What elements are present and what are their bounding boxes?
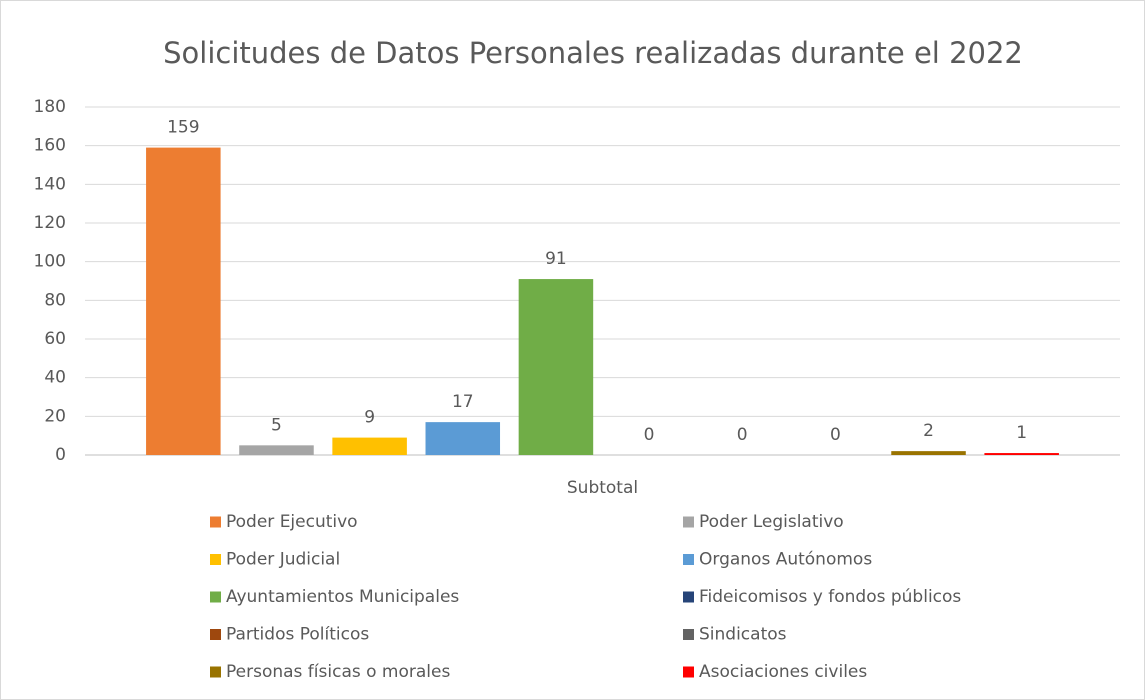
legend-swatch: [210, 554, 221, 565]
bar: [332, 437, 407, 455]
data-label: 9: [364, 408, 375, 428]
x-tick-label: Subtotal: [567, 478, 638, 498]
data-label: 2: [923, 421, 934, 441]
y-tick-label: 180: [34, 97, 66, 117]
bar: [891, 451, 966, 455]
bar: [984, 453, 1059, 455]
y-tick-label: 40: [44, 368, 66, 388]
legend-swatch: [683, 629, 694, 640]
legend-label: Sindicatos: [699, 625, 787, 645]
bar: [518, 279, 594, 455]
data-label: 159: [167, 118, 199, 138]
legend-label: Partidos Políticos: [226, 625, 369, 645]
legend-swatch: [210, 591, 221, 603]
legend-swatch: [683, 554, 694, 565]
data-label: 0: [644, 425, 655, 445]
legend-swatch: [210, 666, 221, 678]
bar: [146, 147, 221, 455]
y-tick-label: 120: [34, 213, 66, 233]
y-tick-label: 100: [34, 252, 66, 272]
chart-title: Solicitudes de Datos Personales realizad…: [163, 36, 1023, 70]
legend-label: Ayuntamientos Municipales: [226, 587, 459, 607]
y-tick-label: 0: [55, 445, 66, 465]
legend-swatch: [683, 516, 694, 528]
data-label: 0: [830, 425, 841, 445]
data-label: 91: [545, 249, 567, 269]
y-tick-label: 60: [44, 329, 66, 349]
legend-label: Poder Judicial: [226, 550, 340, 570]
data-label: 1: [1016, 423, 1027, 443]
legend-label: Poder Ejecutivo: [226, 512, 358, 532]
data-label: 5: [271, 415, 282, 435]
legend-swatch: [683, 591, 694, 603]
bar: [425, 422, 501, 455]
legend-swatch: [683, 666, 694, 678]
legend-label: Organos Autónomos: [699, 550, 872, 570]
y-tick-label: 20: [44, 406, 66, 426]
y-tick-label: 140: [34, 174, 66, 194]
legend-label: Asociaciones civiles: [699, 662, 867, 682]
legend-label: Poder Legislativo: [699, 512, 844, 532]
bar: [239, 445, 314, 455]
data-label: 0: [737, 425, 748, 445]
data-label: 17: [452, 392, 474, 412]
legend-swatch: [210, 629, 221, 640]
legend-label: Fideicomisos y fondos públicos: [699, 587, 961, 607]
legend-swatch: [210, 516, 221, 528]
y-tick-label: 80: [44, 290, 66, 310]
legend-label: Personas físicas o morales: [226, 662, 450, 682]
y-tick-label: 160: [34, 136, 66, 156]
